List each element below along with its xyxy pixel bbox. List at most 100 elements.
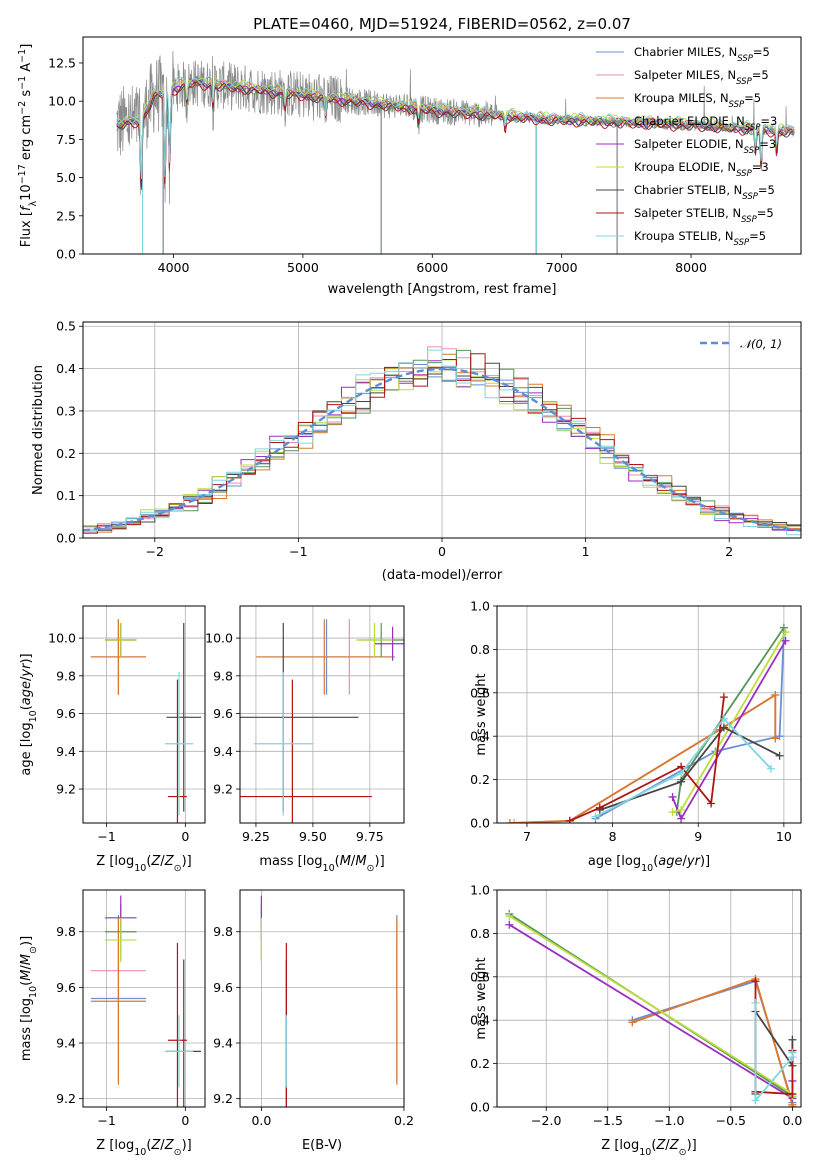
mass_vs_ebv-ticks: 0.0 0.2 9.2 9.4 9.6 9.8 [213, 924, 414, 1128]
weight-marker [771, 690, 780, 699]
x-tick-label: 9.50 [299, 829, 327, 844]
errorbar-point-kroupa-miles [255, 619, 393, 695]
y-tick-label: 0.6 [470, 685, 490, 700]
y-tick-label: 0.2 [470, 772, 490, 787]
x-tick-label: 0.0 [251, 1113, 271, 1128]
weight_vs_z-ticks: −2.0 −1.5 −1.0 −0.5 0.0 0.0 0.2 0.4 0.6 0.8 1.0 [470, 883, 802, 1129]
y-tick-label: 9.8 [213, 924, 233, 939]
weight-marker [707, 799, 716, 808]
spectrum-plot-area [116, 51, 795, 254]
y-tick-label: 9.6 [56, 980, 76, 995]
y-tick-label: 10.0 [48, 94, 76, 109]
weight_vs_z-y-label: mass weight [474, 957, 489, 1039]
legend-entry: Chabrier MILES, NSSP=5 [634, 45, 770, 64]
y-tick-label: 9.8 [56, 668, 76, 683]
legend-entry: Kroupa ELODIE, NSSP=3 [634, 160, 769, 179]
weight_vs_age-ticks: 7 8 9 10 0.0 0.2 0.4 0.6 0.8 1.0 [470, 599, 792, 845]
model-spectrum-salpeter-stelib [116, 81, 795, 187]
errorbar-point-kroupa-miles [90, 917, 146, 1085]
errorbar-point-kroupa-stelib [253, 672, 313, 816]
age-vs-mass-panel: 9.25 9.50 9.75 9.2 9.4 9.6 9.8 10.0 mass [log10(… [205, 605, 405, 874]
weight-marker [677, 769, 686, 778]
weight-marker [668, 808, 677, 817]
residuals-x-label: (data-model)/error [382, 568, 503, 583]
weight_vs_age-y-label: mass weight [474, 673, 489, 755]
y-tick-label: 9.4 [213, 1036, 233, 1051]
weight-marker [751, 1096, 760, 1105]
weight-marker [668, 792, 677, 801]
weight-marker [788, 1089, 797, 1098]
age_vs_z-frame [82, 605, 206, 824]
weight-marker [751, 977, 760, 986]
weight-marker [719, 723, 728, 732]
y-tick-label: 9.6 [213, 980, 233, 995]
y-tick-label: 9.4 [56, 744, 76, 759]
mass_vs_ebv-x-label: E(B-V) [302, 1138, 342, 1153]
residuals-y-label: Normed distribution [31, 365, 46, 495]
weight-marker [505, 920, 514, 929]
age_vs_z-ticks: −1 0 9.2 9.4 9.6 9.8 10.0 [48, 631, 189, 844]
errorbar-point-kroupa-stelib [164, 672, 194, 816]
x-tick-label: −2 [146, 544, 164, 559]
x-tick-label: −1.5 [593, 1113, 623, 1128]
age_vs_z-y-label: age [log10(age/yr)] [19, 653, 39, 775]
x-tick-label: 0.0 [782, 1113, 802, 1128]
spectrum-frame [82, 36, 802, 255]
weight-marker [719, 714, 728, 723]
x-tick-label: 10 [776, 829, 792, 844]
weight-marker [591, 812, 600, 821]
weight_vs_z-x-label: Z [log10(Z/Z⊙)] [601, 1138, 696, 1158]
weight-marker [781, 636, 790, 645]
weight-series-kroupa-stelib [751, 998, 797, 1105]
age-vs-z-panel: −1 0 9.2 9.4 9.6 9.8 10.0 Z [log10(Z/Z⊙)] age [l… [19, 605, 206, 874]
x-tick-label: 0 [438, 544, 446, 559]
model-spectrum-kroupa-stelib [116, 75, 795, 180]
y-tick-label: 5.0 [56, 170, 76, 185]
x-tick-label: 8 [609, 829, 617, 844]
y-tick-label: 0.1 [56, 488, 76, 503]
x-tick-label: 1 [582, 544, 590, 559]
errorbar-point-kroupa-elodie [105, 622, 137, 657]
age_vs_z-plot-area [90, 619, 202, 823]
y-tick-label: 0.6 [470, 969, 490, 984]
weight-series-kroupa-stelib [591, 714, 776, 821]
residuals-panel: −2 −1 0 1 2 0.0 0.1 0.2 0.3 0.4 0.5 𝒩(0, 1) (data-mo… [31, 319, 802, 583]
y-tick-label: 9.6 [213, 706, 233, 721]
x-tick-label: −2.0 [531, 1113, 561, 1128]
weight-marker [781, 628, 790, 637]
y-tick-label: 0.0 [470, 816, 490, 831]
weight-vs-z-panel: −2.0 −1.5 −1.0 −0.5 0.0 0.0 0.2 0.4 0.6 0.8 1.0 Z [… [470, 883, 802, 1158]
y-tick-label: 0.2 [56, 446, 76, 461]
weight-marker [775, 732, 784, 741]
legend-entry: Salpeter MILES, NSSP=5 [634, 68, 769, 87]
weight_vs_age-plot-area [505, 623, 790, 823]
x-tick-label: 2 [725, 544, 733, 559]
x-tick-label: −0.5 [716, 1113, 746, 1128]
weight-marker [788, 1048, 797, 1057]
weight-marker [677, 777, 686, 786]
errorbar-point-salpeter-stelib [240, 679, 373, 823]
y-tick-label: 0.4 [56, 361, 76, 376]
y-tick-label: 0.0 [470, 1100, 490, 1115]
legend-entry: Kroupa STELIB, NSSP=5 [634, 229, 766, 248]
weight-marker [775, 751, 784, 760]
y-tick-label: 9.2 [213, 1091, 233, 1106]
legend-entry: Chabrier ELODIE, NSSP=3 [634, 114, 777, 133]
y-tick-label: 0.3 [56, 403, 76, 418]
mass_vs_z-ticks: −1 0 9.2 9.4 9.6 9.8 [56, 924, 189, 1128]
x-tick-label: −1.0 [654, 1113, 684, 1128]
age_vs_mass-plot-area [240, 619, 404, 823]
x-tick-label: 0 [181, 1113, 189, 1128]
weight-marker [719, 693, 728, 702]
weight-series-salpeter-elodie [668, 636, 790, 823]
weight-marker [505, 912, 514, 921]
mass_vs_ebv-frame [239, 889, 405, 1108]
legend-entry: Salpeter STELIB, NSSP=5 [634, 206, 774, 225]
spectrum-ticks: 4000 5000 6000 7000 8000 0.0 2.5 5.0 7.5 10.0 12.5 [48, 55, 707, 275]
mass_vs_ebv-plot-area [260, 895, 398, 1107]
x-tick-label: 9.25 [242, 829, 270, 844]
weight-marker [767, 764, 776, 773]
age_vs_mass-x-label: mass [log10(M/M⊙)] [259, 854, 384, 874]
